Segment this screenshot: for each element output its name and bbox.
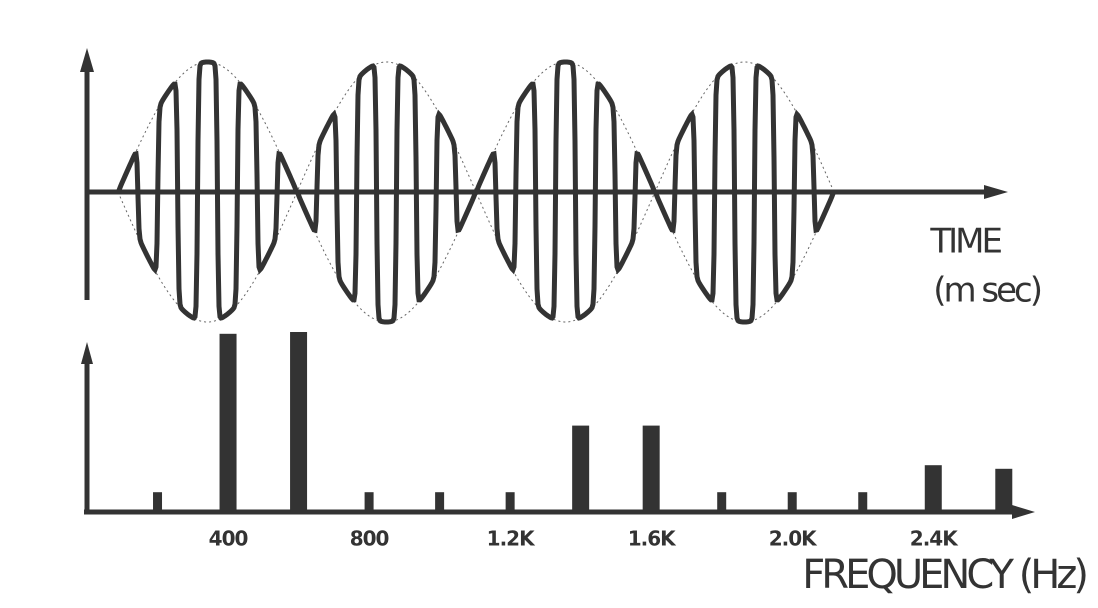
bar [219, 333, 237, 512]
bar [290, 332, 308, 512]
arrow [984, 185, 1008, 199]
x-tick-label: 2.0K [769, 527, 818, 551]
time-label: TIME [929, 222, 1001, 262]
arrow [1012, 505, 1035, 519]
bar [435, 492, 445, 512]
bar [858, 492, 868, 512]
x-tick-label: 1.6K [628, 527, 677, 551]
x-tick-label: 800 [350, 527, 389, 551]
bar [717, 492, 727, 512]
bar [505, 492, 515, 512]
spectrum [153, 332, 1013, 512]
arrow [81, 342, 93, 364]
bar [787, 492, 797, 512]
bar [924, 465, 942, 512]
x-axis-label: FREQUENCY (Hz) [802, 552, 1086, 598]
x-tick-label: 400 [209, 527, 248, 551]
x-tick-label: 2.4K [910, 527, 959, 551]
arrow [80, 48, 94, 72]
bar [995, 468, 1013, 512]
bar [153, 492, 163, 512]
bar [642, 425, 660, 512]
bar [572, 425, 590, 512]
x-tick-label: 1.2K [487, 527, 536, 551]
time-unit: (m sec) [933, 271, 1041, 311]
bar [364, 492, 374, 512]
